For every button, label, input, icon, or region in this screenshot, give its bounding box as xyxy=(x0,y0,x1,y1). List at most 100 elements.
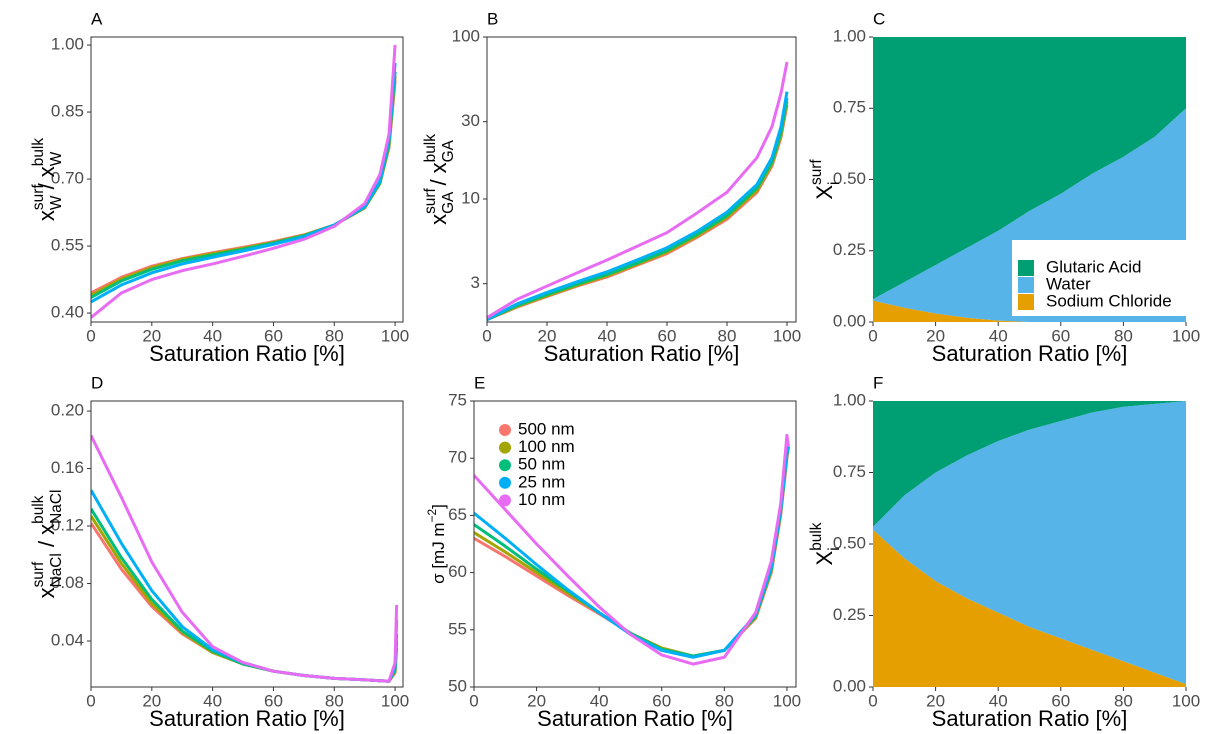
x-tick-label: 100 xyxy=(773,691,801,710)
x-tick-label: 60 xyxy=(1051,691,1070,710)
panel-border xyxy=(90,400,404,688)
legend-key xyxy=(1018,294,1034,310)
y-title-sup: surf xyxy=(808,159,825,185)
x-tick-label: 40 xyxy=(203,691,222,710)
y-title-sub: W xyxy=(48,151,65,166)
line xyxy=(487,97,789,321)
y-title-sub: NaCl xyxy=(48,553,65,587)
y-tick-label: 0.04 xyxy=(51,630,84,649)
legend-label: 500 nm xyxy=(518,419,575,438)
y-title-part: / xyxy=(34,535,59,553)
x-tick-label: 60 xyxy=(264,326,283,345)
legend-key xyxy=(499,424,511,436)
y-tick-label: 0.85 xyxy=(51,102,84,121)
y-tick-label: 70 xyxy=(448,448,467,467)
y-title-part: x xyxy=(426,214,451,225)
y-tick-label: 0.50 xyxy=(833,169,866,188)
y-title-sub: GA xyxy=(440,191,457,214)
x-axis-title: Saturation Ratio [%] xyxy=(932,706,1128,731)
y-title-sup: −2 xyxy=(425,508,439,522)
legend-label: 50 nm xyxy=(518,455,565,474)
x-tick-label: 60 xyxy=(1051,326,1070,345)
legend-label: Water xyxy=(1046,274,1091,293)
y-tick-label: 0.50 xyxy=(833,533,866,552)
y-tick-label: 0.55 xyxy=(51,236,84,255)
x-tick-label: 0 xyxy=(482,326,491,345)
y-tick-label: 0.70 xyxy=(51,169,84,188)
x-axis-title: Saturation Ratio [%] xyxy=(932,341,1128,366)
x-tick-label: 60 xyxy=(264,691,283,710)
legend-key xyxy=(499,476,511,489)
y-tick-label: 0.00 xyxy=(833,311,866,330)
line xyxy=(91,44,397,319)
x-tick-label: 60 xyxy=(652,691,671,710)
y-title-sub: GA xyxy=(440,139,457,162)
y-title-part: x xyxy=(34,210,59,221)
x-tick-label: 60 xyxy=(658,326,677,345)
y-title-sub: W xyxy=(48,195,65,210)
panel-label: E xyxy=(474,373,485,392)
panel-border xyxy=(473,400,797,688)
y-title-part: x xyxy=(426,162,451,173)
line xyxy=(91,62,397,304)
x-tick-label: 40 xyxy=(598,326,617,345)
y-axis-title: xsurfGA​ / xbulkGA​ xyxy=(422,134,457,225)
line xyxy=(91,80,397,295)
line xyxy=(474,433,790,666)
y-title-part: x xyxy=(34,166,59,177)
panel-label: C xyxy=(873,9,885,28)
y-title-part: X xyxy=(812,185,837,200)
x-tick-label: 20 xyxy=(926,326,945,345)
y-tick-label: 0.75 xyxy=(833,98,866,117)
y-title-part: X xyxy=(812,550,837,565)
y-tick-label: 0.25 xyxy=(833,240,866,259)
y-axis-title: Xsurfi​ xyxy=(808,159,843,200)
legend-key xyxy=(1018,277,1034,293)
x-tick-label: 80 xyxy=(1114,326,1133,345)
panel-label: A xyxy=(91,9,103,28)
line xyxy=(487,101,789,321)
y-title-sup: bulk xyxy=(30,138,47,167)
line xyxy=(91,434,399,683)
x-axis-title: Saturation Ratio [%] xyxy=(544,341,740,366)
area xyxy=(873,37,1186,300)
x-tick-label: 80 xyxy=(325,691,344,710)
y-tick-label: 1.00 xyxy=(833,390,866,409)
legend-label: 10 nm xyxy=(518,490,565,509)
y-tick-label: 65 xyxy=(448,505,467,524)
line xyxy=(487,104,789,321)
line xyxy=(91,515,399,683)
x-axis-title: Saturation Ratio [%] xyxy=(149,706,345,731)
x-tick-label: 80 xyxy=(718,326,737,345)
y-axis-title: Xbulki​ xyxy=(808,522,843,565)
legend-label: 100 nm xyxy=(518,437,575,456)
y-title-sup: bulk xyxy=(808,522,825,551)
panel-label: F xyxy=(873,373,883,392)
panel-label: B xyxy=(487,9,498,28)
x-tick-label: 100 xyxy=(381,691,409,710)
y-axis-title: xsurfW​ / xbulkW​ xyxy=(30,138,65,221)
x-tick-label: 20 xyxy=(527,691,546,710)
x-tick-label: 80 xyxy=(715,691,734,710)
x-tick-label: 0 xyxy=(868,691,877,710)
x-tick-label: 20 xyxy=(538,326,557,345)
y-title-sup: surf xyxy=(30,561,47,587)
line xyxy=(487,61,789,319)
x-tick-label: 40 xyxy=(989,326,1008,345)
y-axis-title: σ [mJ m−2​] xyxy=(425,504,448,584)
x-tick-label: 100 xyxy=(1172,691,1200,710)
x-tick-label: 100 xyxy=(773,326,801,345)
x-tick-label: 80 xyxy=(325,326,344,345)
y-tick-label: 10 xyxy=(461,188,480,207)
y-title-part: / xyxy=(426,173,451,191)
y-axis-title: xsurfNaCl​ / xbulkNaCl​ xyxy=(30,490,65,599)
y-tick-label: 0.20 xyxy=(51,401,84,420)
x-tick-label: 20 xyxy=(142,691,161,710)
y-tick-label: 0.16 xyxy=(51,458,84,477)
y-tick-label: 100 xyxy=(452,26,480,45)
x-tick-label: 40 xyxy=(989,691,1008,710)
y-title-part: ] xyxy=(429,504,448,509)
y-title-part: / xyxy=(34,177,59,195)
y-tick-label: 1.00 xyxy=(833,26,866,45)
y-tick-label: 0.12 xyxy=(51,516,84,535)
